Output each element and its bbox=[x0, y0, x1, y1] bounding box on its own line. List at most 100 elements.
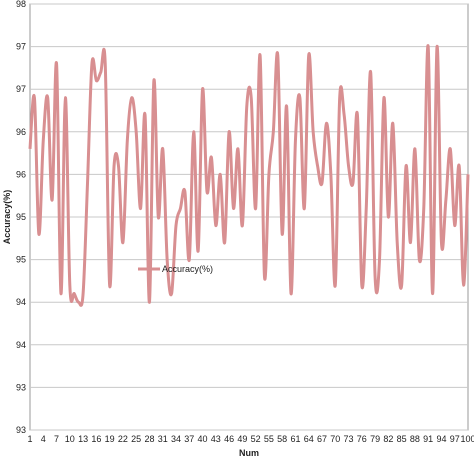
data-point bbox=[401, 284, 403, 286]
y-tick-label: 98 bbox=[16, 0, 26, 9]
data-point bbox=[126, 139, 128, 141]
data-point bbox=[228, 131, 230, 133]
data-point bbox=[100, 71, 102, 73]
data-point bbox=[317, 165, 319, 167]
data-point bbox=[95, 80, 97, 82]
x-tick-label: 97 bbox=[450, 434, 460, 444]
data-point bbox=[157, 216, 159, 218]
legend: Accuracy(%) bbox=[138, 264, 213, 274]
data-point bbox=[294, 139, 296, 141]
y-tick-label: 97 bbox=[16, 42, 26, 52]
x-tick-label: 70 bbox=[330, 434, 340, 444]
data-point bbox=[383, 97, 385, 99]
data-point bbox=[148, 301, 150, 303]
data-point bbox=[290, 293, 292, 295]
data-point bbox=[131, 97, 133, 99]
data-point bbox=[432, 293, 434, 295]
data-point bbox=[379, 259, 381, 261]
data-point bbox=[255, 207, 257, 209]
data-point bbox=[64, 97, 66, 99]
x-tick-label: 49 bbox=[237, 434, 247, 444]
data-point bbox=[122, 242, 124, 244]
data-point bbox=[272, 131, 274, 133]
data-point bbox=[436, 46, 438, 48]
data-point bbox=[224, 242, 226, 244]
data-point bbox=[374, 276, 376, 278]
y-tick-label: 93 bbox=[16, 425, 26, 435]
data-point bbox=[51, 199, 53, 201]
data-point bbox=[405, 165, 407, 167]
y-axis-title: Accuracy(%) bbox=[2, 190, 12, 245]
data-point bbox=[179, 207, 181, 209]
data-point bbox=[334, 284, 336, 286]
data-point bbox=[246, 105, 248, 107]
data-point bbox=[113, 165, 115, 167]
data-point bbox=[387, 216, 389, 218]
data-point bbox=[233, 207, 235, 209]
data-point bbox=[281, 233, 283, 235]
data-point bbox=[135, 131, 137, 133]
data-point bbox=[409, 242, 411, 244]
data-point bbox=[33, 97, 35, 99]
data-point bbox=[56, 63, 58, 65]
data-point bbox=[109, 284, 111, 286]
data-point bbox=[215, 225, 217, 227]
data-point bbox=[87, 182, 89, 184]
x-tick-label: 91 bbox=[423, 434, 433, 444]
x-tick-label: 7 bbox=[54, 434, 59, 444]
data-point bbox=[352, 182, 354, 184]
data-point bbox=[259, 54, 261, 56]
y-tick-label: 94 bbox=[16, 297, 26, 307]
y-tick-label: 95 bbox=[16, 255, 26, 265]
x-tick-label: 40 bbox=[198, 434, 208, 444]
data-point bbox=[29, 148, 31, 150]
data-point bbox=[42, 139, 44, 141]
data-point bbox=[348, 165, 350, 167]
x-tick-label: 16 bbox=[91, 434, 101, 444]
data-point bbox=[463, 284, 465, 286]
data-point bbox=[193, 131, 195, 133]
data-point bbox=[343, 114, 345, 116]
data-point bbox=[330, 173, 332, 175]
data-point bbox=[361, 284, 363, 286]
x-tick-label: 22 bbox=[118, 434, 128, 444]
data-point bbox=[250, 97, 252, 99]
data-point bbox=[370, 71, 372, 73]
data-point bbox=[445, 199, 447, 201]
x-tick-label: 34 bbox=[171, 434, 181, 444]
x-tick-label: 1 bbox=[27, 434, 32, 444]
data-point bbox=[299, 97, 301, 99]
x-tick-label: 52 bbox=[251, 434, 261, 444]
x-tick-label: 82 bbox=[383, 434, 393, 444]
data-point bbox=[268, 173, 270, 175]
data-point bbox=[325, 122, 327, 124]
data-point bbox=[286, 105, 288, 107]
x-tick-label: 10 bbox=[65, 434, 75, 444]
data-point bbox=[73, 293, 75, 295]
x-tick-label: 37 bbox=[184, 434, 194, 444]
x-tick-label: 25 bbox=[131, 434, 141, 444]
x-tick-label: 85 bbox=[397, 434, 407, 444]
data-point bbox=[197, 250, 199, 252]
y-tick-label: 95 bbox=[16, 212, 26, 222]
data-point bbox=[202, 88, 204, 90]
x-tick-label: 94 bbox=[436, 434, 446, 444]
data-point bbox=[140, 207, 142, 209]
data-point bbox=[277, 54, 279, 56]
data-point bbox=[91, 63, 93, 65]
data-point bbox=[188, 259, 190, 261]
data-point bbox=[166, 259, 168, 261]
data-point bbox=[365, 207, 367, 209]
data-point bbox=[458, 165, 460, 167]
data-point bbox=[467, 173, 469, 175]
data-point bbox=[440, 242, 442, 244]
data-point bbox=[241, 225, 243, 227]
x-tick-label: 4 bbox=[41, 434, 46, 444]
data-point bbox=[423, 207, 425, 209]
x-tick-label: 55 bbox=[264, 434, 274, 444]
data-point bbox=[47, 97, 49, 99]
x-tick-label: 13 bbox=[78, 434, 88, 444]
data-point bbox=[396, 242, 398, 244]
data-point bbox=[210, 156, 212, 158]
